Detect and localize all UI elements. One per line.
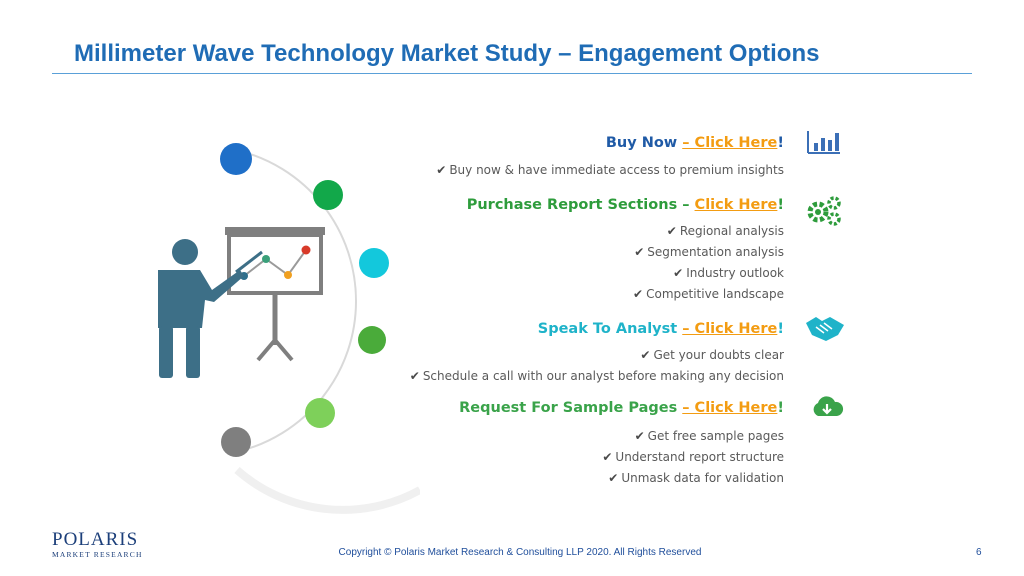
check-icon: ✔ [634,429,645,443]
list-item: ✔ Segmentation analysis [634,245,784,259]
copyright-text: Copyright © Polaris Market Research & Co… [338,547,702,558]
section-buy-now: Buy Now – Click Here! ✔ Buy now & have im… [436,133,784,181]
check-icon: ✔ [633,287,644,301]
check-icon: ✔ [634,245,645,259]
speak-analyst-heading: Speak To Analyst – Click Here! [410,319,784,339]
list-item: ✔ Regional analysis [666,224,784,238]
purchase-sections-exclaim: ! [777,197,784,213]
speak-analyst-link[interactable]: – Click Here [682,321,778,337]
dot-cyan [359,248,389,278]
polaris-logo: POLARIS MARKET RESEARCH [52,529,143,560]
purchase-sections-label: Purchase Report Sections – [466,197,695,213]
logo-subtitle: MARKET RESEARCH [52,550,143,559]
gears-icon [807,196,841,226]
sample-pages-link[interactable]: – Click Here [682,400,778,416]
dot-gray [221,427,251,457]
dot-blue [220,143,252,175]
check-icon: ✔ [602,450,613,464]
list-item: ✔ Get your doubts clear [640,348,784,362]
section-sample-pages: Request For Sample Pages – Click Here! ✔… [459,398,784,489]
list-item: ✔ Get free sample pages [634,429,784,443]
list-item: ✔ Unmask data for validation [608,471,784,485]
list-item: ✔ Competitive landscape [633,287,784,301]
bar-chart-icon [807,131,840,154]
section-speak-analyst: Speak To Analyst – Click Here! ✔ Get your… [410,319,784,387]
speak-analyst-label: Speak To Analyst [537,321,683,337]
handshake-icon [806,317,844,341]
purchase-sections-link[interactable]: Click Here [694,197,778,213]
arc-shadow [234,466,420,514]
check-icon: ✔ [409,369,420,383]
list-item: ✔ Buy now & have immediate access to prem… [436,163,784,177]
arc-line [235,149,357,453]
check-icon: ✔ [436,163,447,177]
buy-now-heading: Buy Now – Click Here! [436,133,784,153]
dot-lightgreen [305,398,335,428]
list-item: ✔ Schedule a call with our analyst before… [409,369,784,383]
check-icon: ✔ [666,224,677,238]
presenter-figure [158,239,263,378]
list-item: ✔ Understand report structure [602,450,784,464]
buy-now-label: Buy Now [605,135,683,151]
logo-name: POLARIS [52,529,139,550]
list-item: ✔ Industry outlook [673,266,784,280]
title-divider [52,73,972,74]
presenter-illustration [158,143,420,514]
dot-green-2 [358,326,386,354]
check-icon: ✔ [608,471,619,485]
dot-green [313,180,343,210]
presentation-board [225,227,325,362]
speak-analyst-exclaim: ! [777,321,784,337]
check-icon: ✔ [640,348,651,362]
section-purchase-sections: Purchase Report Sections – Click Here! ✔… [467,195,784,305]
check-icon: ✔ [673,266,684,280]
buy-now-exclaim: ! [777,135,784,151]
buy-now-link[interactable]: – Click Here [682,135,778,151]
page-number: 6 [976,547,982,558]
sample-pages-exclaim: ! [777,400,784,416]
sample-pages-heading: Request For Sample Pages – Click Here! [459,398,784,418]
sample-pages-label: Request For Sample Pages [459,400,683,416]
page-title: Millimeter Wave Technology Market Study … [74,40,820,67]
purchase-sections-heading: Purchase Report Sections – Click Here! [467,195,784,215]
cloud-download-icon [813,396,844,416]
